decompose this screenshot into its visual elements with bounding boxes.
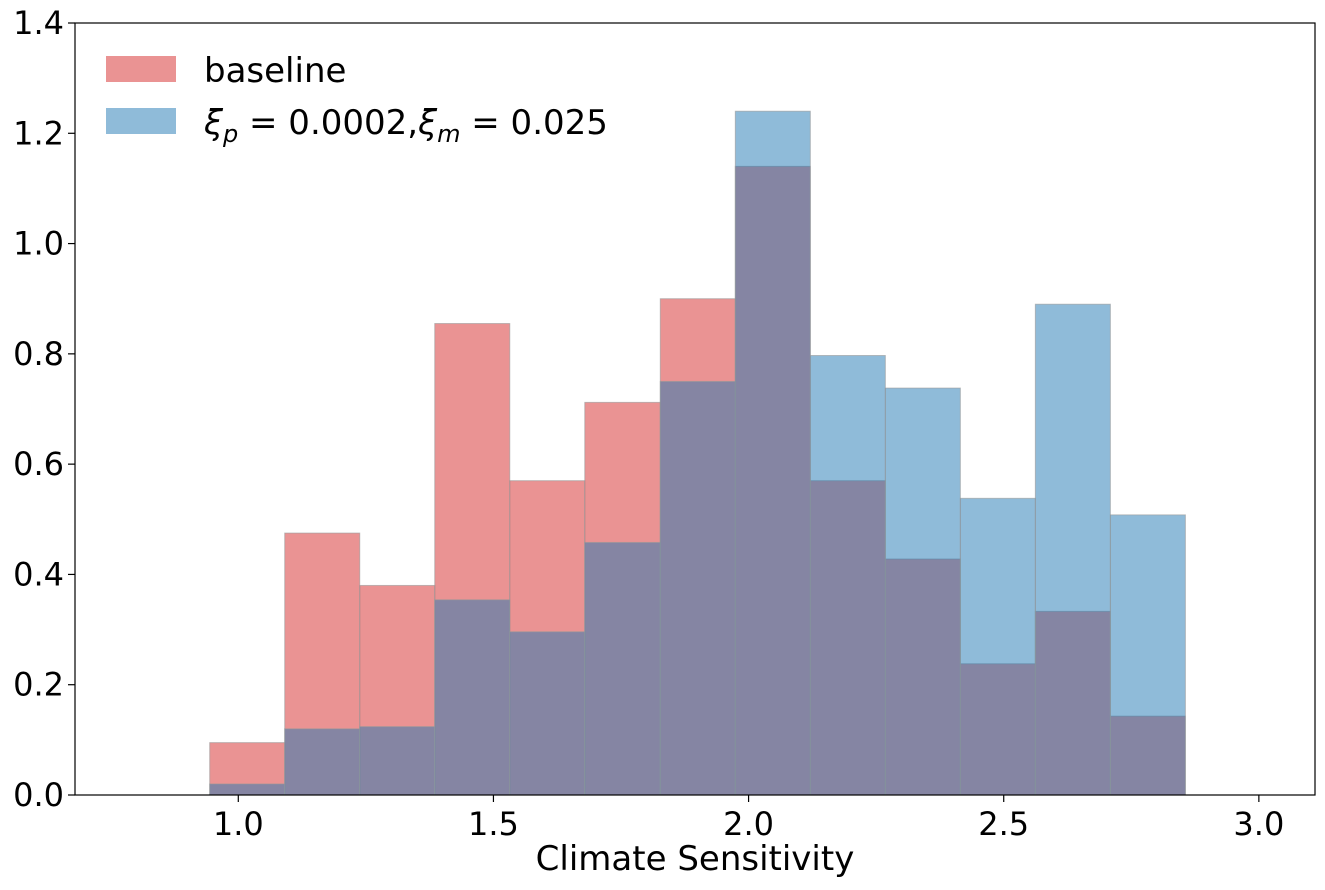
- bar-series1-bin1: [284, 728, 361, 796]
- bars-layer: [209, 110, 1186, 796]
- legend-mid: = 0.0002,: [238, 103, 418, 143]
- bar-series1-bin11: [1034, 303, 1111, 796]
- y-tick-label: 0.2: [13, 666, 64, 704]
- bar-series1-bin6: [659, 380, 736, 796]
- plot-frame: [74, 22, 1316, 796]
- bar-series1-bin8: [809, 355, 886, 796]
- y-tick-label: 1.2: [13, 114, 64, 152]
- legend-swatch-xi: [106, 108, 176, 134]
- bar-series1-bin7: [734, 110, 811, 796]
- x-tick-label: 2.0: [723, 805, 774, 843]
- legend: baseline ξp = 0.0002,ξm = 0.025: [106, 51, 608, 148]
- x-tick-label: 2.5: [978, 805, 1029, 843]
- legend-sub-p: p: [222, 120, 238, 148]
- bar-series1-bin0: [209, 783, 286, 796]
- x-axis-ticks: 1.0 1.5 2.0 2.5 3.0: [213, 795, 1284, 843]
- legend-sub-m: m: [437, 120, 460, 148]
- legend-swatch-baseline: [106, 56, 176, 82]
- bar-series1-bin5: [584, 541, 661, 796]
- x-tick-label: 1.5: [468, 805, 519, 843]
- legend-xi-2: ξ: [417, 103, 438, 143]
- y-tick-label: 0.6: [13, 445, 64, 483]
- bar-series1-bin12: [1109, 514, 1186, 796]
- y-tick-label: 1.0: [13, 225, 64, 263]
- y-tick-label: 0.4: [13, 555, 64, 593]
- y-tick-label: 0.0: [13, 776, 64, 814]
- bar-series1-bin4: [509, 631, 586, 796]
- bar-series1-bin9: [884, 387, 961, 796]
- bar-series1-bin10: [959, 497, 1036, 796]
- x-axis-title: Climate Sensitivity: [536, 839, 855, 879]
- x-tick-label: 3.0: [1233, 805, 1284, 843]
- y-tick-label: 1.4: [13, 4, 64, 42]
- x-tick-label: 1.0: [213, 805, 264, 843]
- series-1-bars: [209, 110, 1186, 796]
- bar-series1-bin2: [359, 726, 436, 796]
- legend-xi-1: ξ: [203, 103, 224, 143]
- y-axis-ticks: 0.0 0.2 0.4 0.6 0.8 1.0 1.2 1.4: [13, 4, 75, 814]
- bar-series1-bin3: [434, 599, 511, 796]
- legend-label-xi: ξp = 0.0002,ξm = 0.025: [203, 103, 608, 148]
- legend-end: = 0.025: [460, 103, 607, 143]
- y-tick-label: 0.8: [13, 335, 64, 373]
- legend-label-baseline: baseline: [204, 51, 346, 91]
